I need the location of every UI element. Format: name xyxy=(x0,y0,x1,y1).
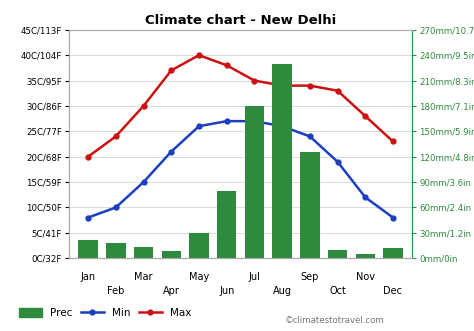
Bar xyxy=(106,243,126,258)
Bar xyxy=(328,250,347,258)
Bar xyxy=(162,252,181,258)
Bar xyxy=(217,191,237,258)
Text: Nov: Nov xyxy=(356,272,375,282)
Text: Apr: Apr xyxy=(163,286,180,296)
Bar xyxy=(189,233,209,258)
Text: Jun: Jun xyxy=(219,286,234,296)
Text: Mar: Mar xyxy=(134,272,153,282)
Text: Jan: Jan xyxy=(81,272,96,282)
Title: Climate chart - New Delhi: Climate chart - New Delhi xyxy=(145,14,336,27)
Bar xyxy=(245,106,264,258)
Bar xyxy=(273,64,292,258)
Text: Aug: Aug xyxy=(273,286,292,296)
Bar xyxy=(300,153,319,258)
Bar xyxy=(383,248,403,258)
Bar xyxy=(134,247,153,258)
Bar xyxy=(78,240,98,258)
Text: May: May xyxy=(189,272,209,282)
Text: Feb: Feb xyxy=(107,286,125,296)
Text: Dec: Dec xyxy=(383,286,402,296)
Text: Jul: Jul xyxy=(248,272,260,282)
Text: ©climatestotravel.com: ©climatestotravel.com xyxy=(284,316,384,325)
Text: Oct: Oct xyxy=(329,286,346,296)
Bar xyxy=(356,254,375,258)
Legend: Prec, Min, Max: Prec, Min, Max xyxy=(15,304,196,322)
Text: Sep: Sep xyxy=(301,272,319,282)
